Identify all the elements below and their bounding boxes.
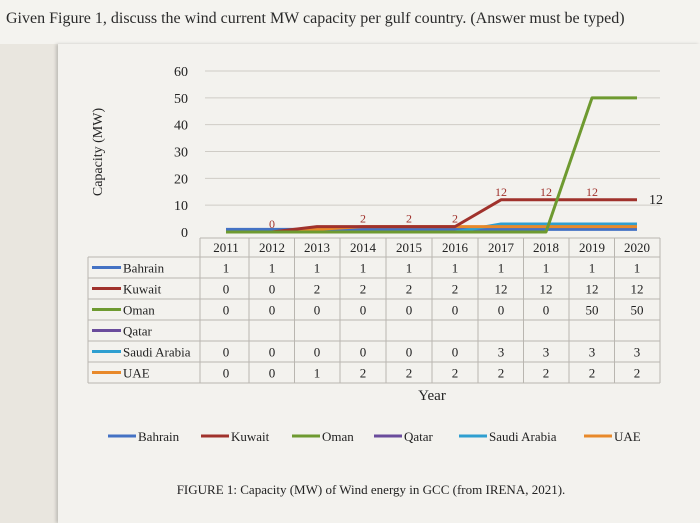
data-label: 2 <box>452 212 458 226</box>
table-cell: 3 <box>543 345 550 360</box>
table-cell: 0 <box>269 282 276 297</box>
x-tick-label: 2016 <box>442 240 469 255</box>
x-tick-label: 2020 <box>624 240 650 255</box>
table-cell: 0 <box>223 366 230 381</box>
y-tick-label: 20 <box>174 172 188 187</box>
table-cell: 0 <box>406 345 413 360</box>
figure-caption: FIGURE 1: Capacity (MW) of Wind energy i… <box>176 482 566 497</box>
data-label: 2 <box>360 212 366 226</box>
question-text: Given Figure 1, discuss the wind current… <box>6 10 625 27</box>
x-tick-label: 2011 <box>213 240 239 255</box>
y-tick-label: 40 <box>174 119 188 134</box>
table-cell: 2 <box>360 282 367 297</box>
x-tick-label: 2019 <box>579 240 605 255</box>
table-cell: 0 <box>269 366 276 381</box>
data-label: 12 <box>540 185 552 199</box>
data-label: 12 <box>649 193 663 208</box>
table-cell: 2 <box>498 366 505 381</box>
table-cell: 0 <box>452 303 459 318</box>
y-tick-label: 10 <box>174 199 188 214</box>
table-cell: 1 <box>223 261 230 276</box>
series-line <box>226 96 637 234</box>
legend-label: Oman <box>322 429 354 444</box>
x-tick-label: 2013 <box>304 240 330 255</box>
table-cell: 1 <box>314 261 321 276</box>
table-cell: 1 <box>634 261 641 276</box>
data-label: 0 <box>269 217 275 231</box>
table-cell: 1 <box>406 261 413 276</box>
data-label: 2 <box>406 212 412 226</box>
x-axis-label: Year <box>418 388 446 404</box>
y-tick-label: 60 <box>174 65 188 80</box>
legend-label: Saudi Arabia <box>489 429 557 444</box>
table-series-name: Oman <box>123 303 155 318</box>
series-line <box>226 198 637 234</box>
table-cell: 2 <box>452 366 459 381</box>
x-tick-label: 2017 <box>488 240 515 255</box>
data-label: 12 <box>586 185 598 199</box>
table-cell: 1 <box>269 261 276 276</box>
table-cell: 2 <box>634 366 641 381</box>
table-cell: 0 <box>360 345 367 360</box>
table-series-name: Qatar <box>123 324 153 339</box>
table-cell: 1 <box>498 261 505 276</box>
table-cell: 12 <box>631 282 644 297</box>
y-tick-label: 30 <box>174 146 188 161</box>
table-series-name: Bahrain <box>123 261 165 276</box>
table-series-name: Saudi Arabia <box>123 345 191 360</box>
x-tick-label: 2014 <box>350 240 377 255</box>
table-series-name: UAE <box>123 366 150 381</box>
table-series-name: Kuwait <box>123 282 162 297</box>
table-cell: 2 <box>589 366 596 381</box>
table-cell: 0 <box>223 282 230 297</box>
table-cell: 2 <box>314 282 321 297</box>
legend-label: Bahrain <box>138 429 180 444</box>
legend-label: UAE <box>614 429 641 444</box>
table-cell: 1 <box>543 261 550 276</box>
table-cell: 0 <box>269 303 276 318</box>
table-cell: 0 <box>498 303 505 318</box>
table-cell: 3 <box>498 345 505 360</box>
table-cell: 0 <box>223 345 230 360</box>
legend-label: Qatar <box>404 429 434 444</box>
table-cell: 2 <box>543 366 550 381</box>
legend-label: Kuwait <box>231 429 270 444</box>
table-cell: 2 <box>360 366 367 381</box>
table-cell: 1 <box>452 261 459 276</box>
table-cell: 50 <box>631 303 644 318</box>
table-cell: 0 <box>223 303 230 318</box>
y-axis-label: Capacity (MW) <box>91 108 106 197</box>
table-cell: 1 <box>314 366 321 381</box>
table-cell: 1 <box>589 261 596 276</box>
x-tick-label: 2015 <box>396 240 422 255</box>
table-cell: 2 <box>406 282 413 297</box>
question-bar: Given Figure 1, discuss the wind current… <box>0 0 700 44</box>
y-tick-label: 0 <box>181 226 188 241</box>
table-cell: 0 <box>269 345 276 360</box>
table-cell: 0 <box>314 303 321 318</box>
table-cell: 2 <box>452 282 459 297</box>
table-cell: 2 <box>406 366 413 381</box>
y-tick-label: 50 <box>174 92 188 107</box>
table-cell: 3 <box>589 345 596 360</box>
x-tick-label: 2018 <box>533 240 559 255</box>
table-cell: 0 <box>543 303 550 318</box>
table-cell: 50 <box>586 303 599 318</box>
table-cell: 1 <box>360 261 367 276</box>
table-cell: 12 <box>586 282 599 297</box>
table-cell: 0 <box>314 345 321 360</box>
data-label: 12 <box>495 185 507 199</box>
figure-page <box>58 44 700 523</box>
table-cell: 3 <box>634 345 641 360</box>
table-cell: 12 <box>495 282 508 297</box>
table-cell: 0 <box>406 303 413 318</box>
table-cell: 0 <box>452 345 459 360</box>
table-cell: 12 <box>540 282 553 297</box>
table-cell: 0 <box>360 303 367 318</box>
x-tick-label: 2012 <box>259 240 285 255</box>
